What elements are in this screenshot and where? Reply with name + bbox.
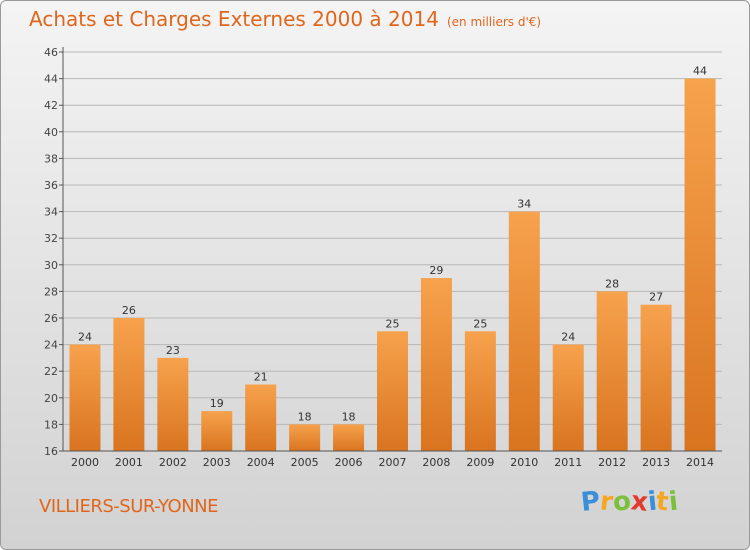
bar-2006 xyxy=(333,424,365,451)
data-label-2011: 24 xyxy=(561,331,575,344)
y-tick-label: 32 xyxy=(44,232,58,245)
x-tick-label-2007: 2007 xyxy=(379,456,407,469)
y-tick-label: 44 xyxy=(44,73,58,86)
bar-2007 xyxy=(377,331,408,451)
y-tick-label: 46 xyxy=(44,46,58,59)
x-tick-label-2013: 2013 xyxy=(642,456,670,469)
x-tick-label-2005: 2005 xyxy=(291,456,319,469)
x-tick-label-2009: 2009 xyxy=(466,456,494,469)
bar-2004 xyxy=(245,384,277,451)
bar-2002 xyxy=(157,357,189,451)
data-label-2001: 26 xyxy=(122,304,136,317)
x-tick-label-2001: 2001 xyxy=(115,456,143,469)
data-label-2005: 18 xyxy=(298,410,312,423)
y-tick-label: 30 xyxy=(44,259,58,272)
data-label-2014: 44 xyxy=(693,65,707,78)
data-label-2002: 23 xyxy=(166,344,180,357)
proxiti-logo[interactable]: Proxiti xyxy=(579,486,680,518)
x-tick-labels: 2000 2001 2002 2003 2004 2005 2006 2007 2008 2009… xyxy=(71,456,714,469)
y-tick-label: 18 xyxy=(44,418,58,431)
data-label-2004: 21 xyxy=(254,371,268,384)
y-tick-label: 34 xyxy=(44,206,58,219)
data-label-2008: 29 xyxy=(429,264,443,277)
x-tick-label-2010: 2010 xyxy=(510,456,538,469)
bar-2010 xyxy=(508,211,540,451)
bar-2003 xyxy=(201,411,233,451)
data-label-2010: 34 xyxy=(517,198,531,211)
x-tick-label-2004: 2004 xyxy=(247,456,275,469)
bar-2005 xyxy=(289,424,321,451)
y-tick-label: 36 xyxy=(44,179,58,192)
data-label-2013: 27 xyxy=(649,291,663,304)
y-tick-label: 26 xyxy=(44,312,58,325)
data-label-2009: 25 xyxy=(473,317,487,330)
bars xyxy=(69,78,716,451)
y-tick-label: 20 xyxy=(44,392,58,405)
bar-2011 xyxy=(552,344,584,451)
chart-title: Achats et Charges Externes 2000 à 2014 (e… xyxy=(29,7,541,31)
chart-title-text: Achats et Charges Externes 2000 à 2014 xyxy=(29,7,439,31)
y-tick-label: 16 xyxy=(44,445,58,458)
axes xyxy=(62,47,722,452)
x-tick-label-2014: 2014 xyxy=(686,456,714,469)
y-tick-label: 38 xyxy=(44,152,58,165)
bar-2009 xyxy=(464,331,496,451)
bar-2012 xyxy=(596,291,628,451)
bar-2001 xyxy=(113,318,145,451)
x-tick-label-2002: 2002 xyxy=(159,456,187,469)
x-tick-label-2003: 2003 xyxy=(203,456,231,469)
data-label-2000: 24 xyxy=(78,331,92,344)
x-tick-label-2008: 2008 xyxy=(422,456,450,469)
bar-2000 xyxy=(69,344,101,451)
y-tick-label: 24 xyxy=(44,339,58,352)
data-label-2012: 28 xyxy=(605,277,619,290)
y-tick-label: 28 xyxy=(44,285,58,298)
data-label-2003: 19 xyxy=(210,397,224,410)
data-labels: 24 26 23 19 21 18 18 25 29 25 34 24 28 27 44 xyxy=(78,65,707,424)
chart-subtitle: (en milliers d'€) xyxy=(446,15,542,29)
bar-2008 xyxy=(420,278,452,451)
commune-name: VILLIERS-SUR-YONNE xyxy=(39,496,219,517)
x-tick-label-2012: 2012 xyxy=(598,456,626,469)
bar-2014 xyxy=(684,78,716,451)
x-tick-label-2006: 2006 xyxy=(335,456,363,469)
data-label-2006: 18 xyxy=(342,410,356,423)
y-tick-labels: 16 18 20 22 24 26 28 30 32 34 36 38 40 42 44 46 xyxy=(44,46,58,458)
y-tick-label: 42 xyxy=(44,99,58,112)
x-tick-label-2011: 2011 xyxy=(554,456,582,469)
bar-2013 xyxy=(640,304,672,451)
y-tick-label: 40 xyxy=(44,126,58,139)
logo-letter: i xyxy=(667,486,680,518)
y-tick-label: 22 xyxy=(44,365,58,378)
data-label-2007: 25 xyxy=(386,317,400,330)
x-tick-label-2000: 2000 xyxy=(71,456,99,469)
